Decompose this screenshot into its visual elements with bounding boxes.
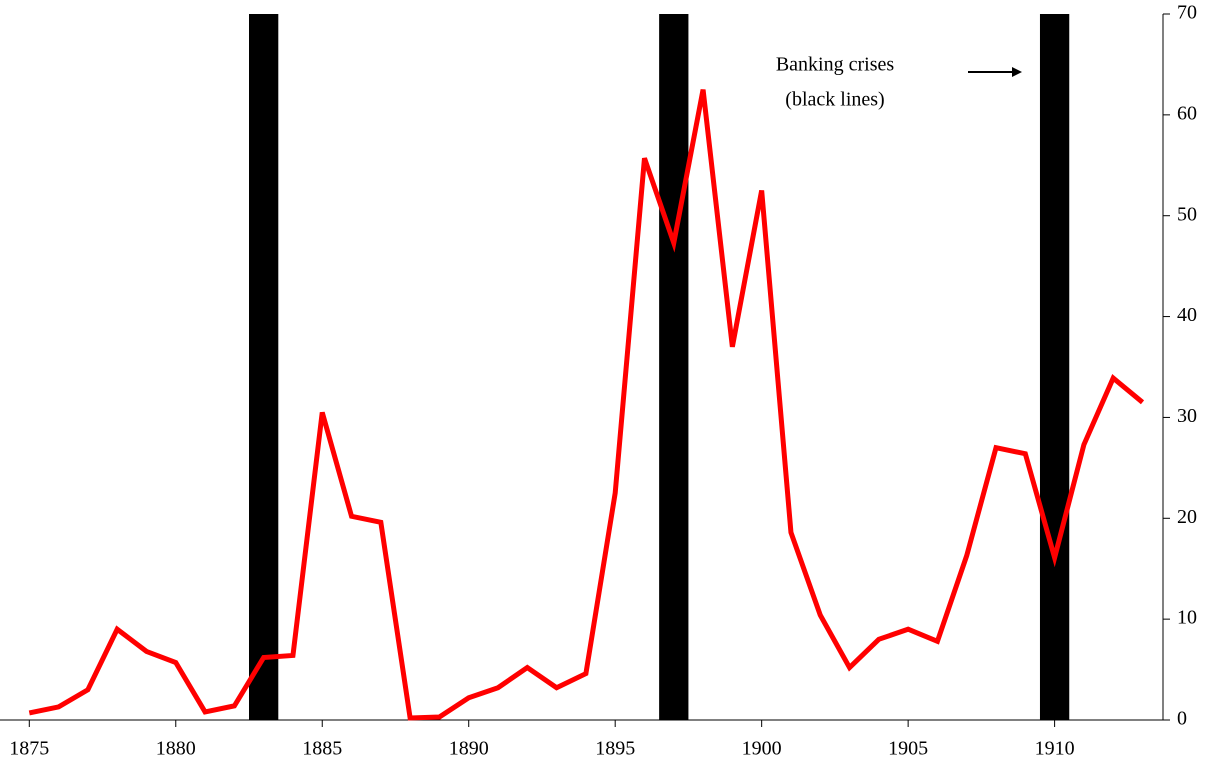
annotation: (black lines) — [785, 89, 884, 111]
y-tick-label: 50 — [1177, 203, 1197, 225]
x-tick-label: 1880 — [156, 738, 196, 760]
y-tick-label: 20 — [1177, 506, 1197, 528]
y-tick-label: 30 — [1177, 405, 1197, 427]
x-tick-label: 1890 — [449, 738, 489, 760]
x-tick-label: 1885 — [302, 738, 342, 760]
x-tick-label: 1905 — [888, 738, 928, 760]
arrow-head — [1012, 67, 1022, 77]
crisis-bar — [1039, 14, 1070, 720]
x-tick-label: 1875 — [9, 738, 49, 760]
crisis-bar — [249, 14, 279, 720]
y-tick-label: 40 — [1177, 304, 1197, 326]
y-tick-label: 10 — [1177, 607, 1197, 629]
y-tick-label: 70 — [1177, 2, 1197, 24]
x-tick-label: 1900 — [742, 738, 782, 760]
x-tick-label: 1910 — [1035, 738, 1075, 760]
crisis-bar — [659, 14, 689, 720]
y-tick-label: 0 — [1177, 708, 1187, 730]
line-series — [28, 89, 1145, 721]
y-tick-label: 60 — [1177, 102, 1197, 124]
x-tick-label: 1895 — [595, 738, 635, 760]
annotation: Banking crises — [776, 54, 895, 76]
